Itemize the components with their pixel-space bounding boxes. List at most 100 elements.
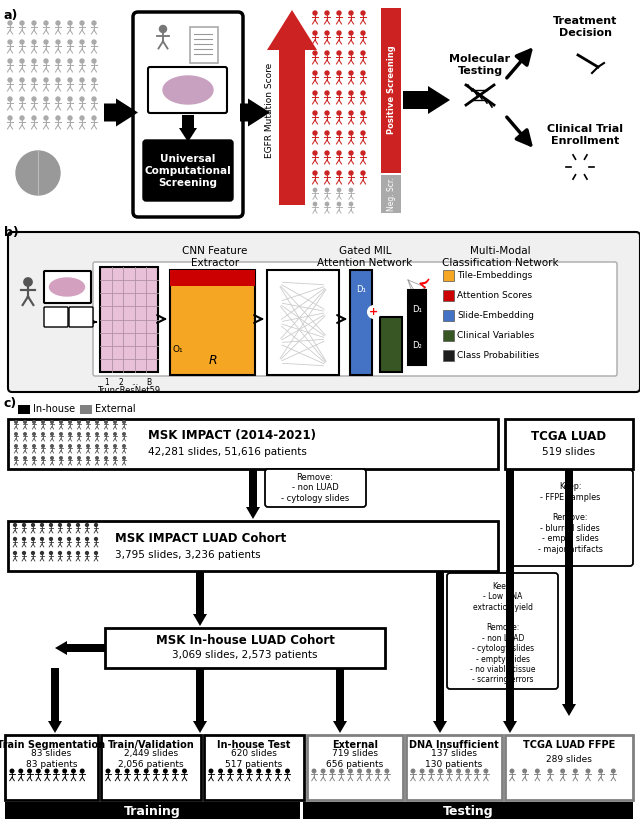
Circle shape [586, 769, 590, 773]
FancyBboxPatch shape [350, 270, 372, 375]
FancyBboxPatch shape [8, 521, 498, 571]
Circle shape [325, 11, 329, 15]
FancyBboxPatch shape [190, 27, 218, 63]
Circle shape [438, 769, 442, 773]
Circle shape [77, 523, 79, 527]
Circle shape [20, 78, 24, 82]
Circle shape [86, 551, 88, 554]
Circle shape [44, 59, 48, 63]
FancyBboxPatch shape [44, 307, 68, 327]
Circle shape [154, 769, 157, 773]
Text: Keep:
- Low DNA
extraction yield

Remove:
- non LUAD
- cytology slides
- empty s: Keep: - Low DNA extraction yield Remove:… [470, 581, 536, 685]
Circle shape [325, 202, 329, 206]
Circle shape [68, 537, 70, 541]
Circle shape [361, 51, 365, 55]
FancyBboxPatch shape [507, 470, 633, 566]
Circle shape [81, 769, 84, 773]
Text: ...: ... [131, 378, 139, 387]
Circle shape [96, 457, 99, 459]
Circle shape [267, 769, 270, 773]
Circle shape [349, 131, 353, 135]
FancyBboxPatch shape [443, 350, 454, 361]
Circle shape [349, 51, 353, 55]
Circle shape [325, 131, 329, 135]
Text: Class Probabilities: Class Probabilities [457, 351, 539, 360]
Circle shape [325, 111, 329, 115]
Circle shape [123, 432, 125, 435]
Circle shape [337, 31, 341, 35]
Circle shape [77, 551, 79, 554]
Circle shape [273, 338, 282, 347]
Text: a): a) [4, 9, 19, 22]
Text: Attention Scores: Attention Scores [457, 291, 532, 300]
Circle shape [114, 445, 116, 447]
Circle shape [49, 537, 52, 541]
Circle shape [68, 97, 72, 101]
Circle shape [33, 432, 35, 435]
FancyBboxPatch shape [303, 802, 633, 819]
Circle shape [68, 116, 72, 120]
Circle shape [77, 445, 80, 447]
FancyBboxPatch shape [105, 628, 385, 668]
Text: 3,795 slides, 3,236 patients: 3,795 slides, 3,236 patients [115, 550, 260, 560]
Text: External: External [332, 740, 378, 750]
Circle shape [68, 21, 72, 25]
Circle shape [31, 537, 35, 541]
Circle shape [49, 523, 52, 527]
Text: +: + [369, 307, 379, 317]
FancyBboxPatch shape [44, 271, 91, 303]
FancyBboxPatch shape [8, 419, 498, 469]
Text: 2: 2 [118, 378, 124, 387]
Circle shape [51, 457, 53, 459]
Circle shape [273, 318, 282, 327]
Circle shape [92, 40, 96, 44]
Circle shape [349, 71, 353, 75]
Circle shape [86, 537, 88, 541]
Circle shape [56, 40, 60, 44]
Circle shape [24, 432, 26, 435]
Circle shape [324, 334, 333, 343]
Circle shape [24, 278, 32, 286]
Circle shape [349, 91, 353, 95]
Circle shape [324, 280, 333, 289]
Circle shape [20, 59, 24, 63]
Circle shape [361, 171, 365, 175]
Circle shape [49, 551, 52, 554]
Circle shape [313, 31, 317, 35]
Circle shape [92, 59, 96, 63]
Circle shape [367, 769, 371, 773]
Text: D₁: D₁ [412, 305, 422, 314]
Circle shape [80, 40, 84, 44]
Circle shape [87, 457, 90, 459]
Circle shape [15, 457, 17, 459]
Text: 719 slides
656 patients: 719 slides 656 patients [326, 749, 383, 769]
Circle shape [59, 551, 61, 554]
Circle shape [32, 97, 36, 101]
Circle shape [420, 769, 424, 773]
Circle shape [87, 421, 90, 423]
Polygon shape [193, 668, 207, 733]
Circle shape [349, 151, 353, 155]
Circle shape [312, 769, 316, 773]
Circle shape [123, 445, 125, 447]
Circle shape [8, 78, 12, 82]
Circle shape [33, 445, 35, 447]
Circle shape [33, 457, 35, 459]
FancyBboxPatch shape [148, 67, 227, 113]
Circle shape [40, 537, 44, 541]
Circle shape [92, 78, 96, 82]
Circle shape [337, 202, 340, 206]
Circle shape [313, 111, 317, 115]
FancyBboxPatch shape [443, 270, 454, 281]
Circle shape [42, 445, 44, 447]
Circle shape [548, 769, 552, 773]
Circle shape [42, 457, 44, 459]
Circle shape [337, 171, 341, 175]
Circle shape [20, 40, 24, 44]
Circle shape [87, 432, 90, 435]
Circle shape [475, 769, 479, 773]
Circle shape [32, 78, 36, 82]
Circle shape [13, 551, 17, 554]
Circle shape [105, 421, 108, 423]
Circle shape [68, 523, 70, 527]
